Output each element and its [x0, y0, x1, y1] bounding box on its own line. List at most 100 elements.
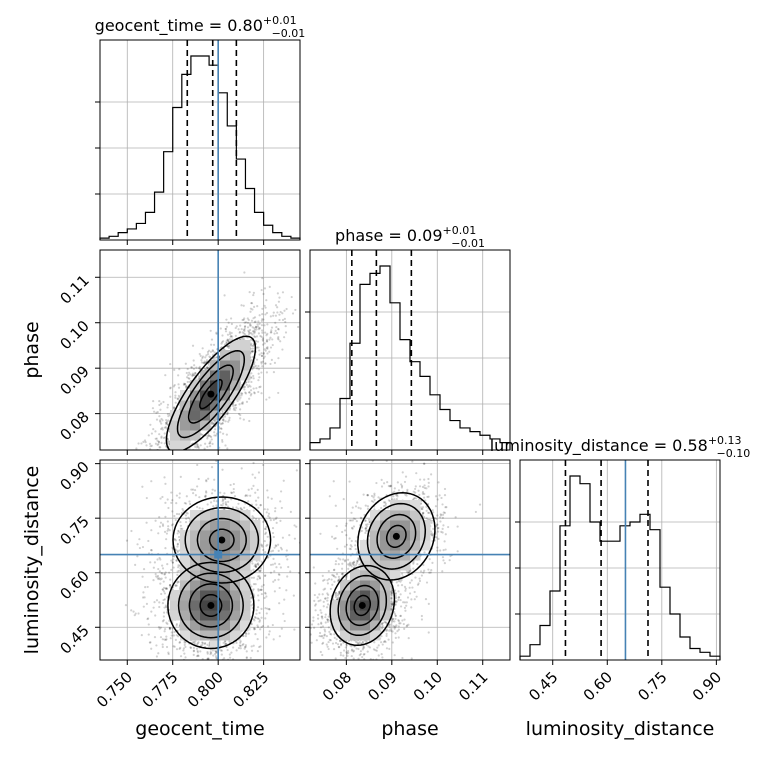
sample-point [179, 453, 181, 455]
sample-point [247, 330, 251, 333]
sample-point [204, 495, 207, 498]
sample-point [166, 412, 170, 416]
sample-point [241, 401, 244, 404]
sample-point [204, 361, 207, 364]
sample-point [205, 366, 209, 370]
sample-point [173, 538, 176, 541]
sample-point [197, 377, 200, 380]
sample-point [259, 588, 262, 591]
sample-point [234, 334, 237, 337]
sample-point [273, 590, 276, 593]
sample-point [271, 531, 275, 535]
sample-point [269, 362, 272, 366]
sample-point [245, 656, 248, 660]
sample-point [254, 565, 257, 568]
sample-point [269, 346, 273, 349]
sample-point [277, 335, 280, 339]
sample-point [263, 540, 266, 543]
sample-point [255, 340, 258, 343]
sample-point [172, 634, 175, 637]
sample-point [244, 634, 247, 638]
sample-point [257, 563, 260, 567]
sample-point [223, 294, 226, 297]
sample-point [149, 451, 151, 453]
sample-point [282, 479, 285, 482]
sample-point [226, 648, 229, 652]
sample-point [187, 452, 189, 454]
sample-point [252, 374, 255, 378]
sample-point [176, 570, 179, 573]
sample-point [155, 437, 158, 440]
sample-point [261, 545, 264, 548]
sample-point [195, 664, 197, 666]
sample-point [167, 440, 171, 443]
sample-point [268, 338, 271, 341]
sample-point [206, 445, 209, 448]
sample-point [238, 331, 241, 334]
sample-point [175, 559, 178, 562]
sample-point [260, 319, 263, 322]
sample-point [227, 500, 230, 503]
sample-point [276, 311, 279, 314]
sample-point [173, 555, 176, 558]
sample-point [260, 354, 264, 358]
sample-point [277, 549, 280, 552]
sample-point [196, 651, 199, 654]
sample-point [247, 500, 250, 503]
sample-point [138, 546, 142, 550]
sample-point [184, 514, 188, 517]
sample-point [171, 561, 174, 564]
sample-point [254, 517, 258, 521]
sample-point [153, 601, 156, 604]
sample-point [173, 630, 176, 634]
sample-point [164, 627, 167, 631]
sample-point [214, 655, 218, 658]
sample-point [266, 508, 269, 511]
sample-point [161, 564, 164, 567]
sample-point [283, 309, 286, 312]
sample-point [212, 343, 216, 346]
sample-point [221, 438, 224, 442]
sample-point [239, 640, 242, 643]
sample-point [259, 504, 262, 507]
sample-point [253, 327, 256, 330]
sample-point [262, 292, 265, 296]
sample-point [251, 589, 254, 592]
sample-point [199, 644, 203, 647]
sample-point [228, 416, 231, 420]
sample-point [184, 362, 187, 365]
sample-point [275, 332, 279, 335]
sample-point [248, 324, 252, 327]
sample-point [259, 503, 262, 507]
sample-point [158, 456, 160, 458]
sample-point [197, 641, 200, 644]
sample-point [164, 587, 168, 590]
sample-point [205, 366, 209, 369]
sample-point [135, 447, 138, 450]
sample-point [266, 535, 269, 538]
sample-point [243, 329, 246, 333]
sample-point [257, 575, 260, 578]
sample-point [158, 400, 161, 403]
sample-point [150, 548, 153, 552]
sample-point [230, 491, 234, 495]
sample-point [159, 408, 162, 411]
sample-point [250, 576, 253, 579]
sample-point [221, 504, 224, 507]
sample-point [228, 653, 231, 656]
sample-point [159, 521, 163, 524]
sample-point [182, 647, 185, 650]
sample-point [194, 640, 197, 643]
sample-point [295, 525, 298, 528]
sample-point [252, 344, 255, 347]
sample-point [164, 374, 167, 377]
sample-point [283, 619, 286, 623]
sample-point [243, 338, 246, 341]
sample-point [174, 518, 177, 522]
sample-point [254, 633, 257, 636]
sample-point [260, 335, 263, 338]
sample-point [172, 566, 175, 569]
sample-point [174, 584, 177, 587]
sample-point [267, 512, 271, 515]
sample-point [246, 494, 249, 497]
